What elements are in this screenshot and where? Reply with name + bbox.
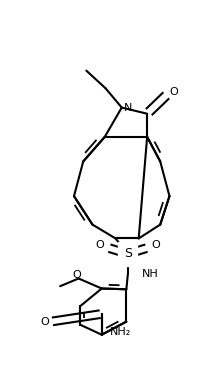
Text: NH: NH <box>142 269 158 279</box>
Text: O: O <box>96 240 105 250</box>
Text: O: O <box>151 240 160 250</box>
Text: O: O <box>40 317 49 327</box>
Text: NH₂: NH₂ <box>109 327 131 337</box>
Text: O: O <box>73 270 82 280</box>
Text: S: S <box>124 247 132 260</box>
Text: N: N <box>124 103 132 113</box>
Text: O: O <box>170 87 179 97</box>
